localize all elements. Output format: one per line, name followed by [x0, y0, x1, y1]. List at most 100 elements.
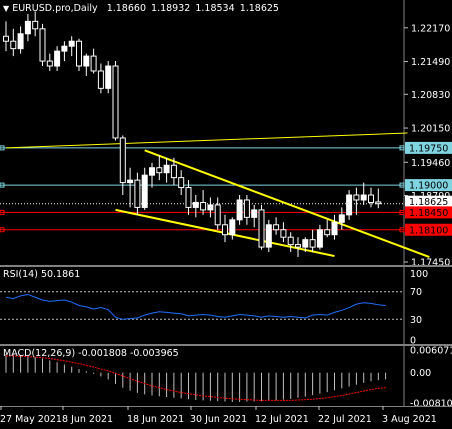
candle-bull	[141, 174, 148, 208]
low-value: 1.18534	[195, 3, 235, 14]
price-label-tag	[405, 206, 452, 219]
rsi-chart[interactable]: 70 30 0 100	[0, 267, 452, 347]
price-tick-label: 1.22170	[411, 23, 450, 34]
candle-bull	[105, 65, 112, 89]
pane-divider[interactable]	[0, 265, 452, 267]
price-label-text: 1.19000	[409, 181, 448, 192]
candle-bear	[309, 239, 316, 248]
time-axis-label: 22 Jul 2021	[318, 414, 372, 425]
pane-divider[interactable]	[0, 344, 452, 346]
price-tick-label: 1.19460	[411, 158, 450, 169]
candle-bear	[32, 20, 39, 30]
price-label-text: 1.18625	[409, 197, 448, 208]
price-tick-label: 1.20150	[411, 124, 450, 135]
candle-bull	[338, 214, 345, 223]
candle-bear	[287, 236, 294, 246]
close-value: 1.18625	[239, 3, 279, 14]
candle-bear	[112, 65, 119, 139]
candle-bull	[236, 199, 243, 221]
time-axis-label: 12 Jul 2021	[255, 414, 309, 425]
level-anchor-handle	[399, 227, 405, 233]
candle-bear	[10, 40, 17, 50]
price-label-tag	[405, 223, 452, 236]
triangle-icon: ▼	[3, 4, 10, 13]
time-axis-label: 3 Aug 2021	[382, 414, 437, 425]
candle-bear	[222, 224, 228, 236]
candle-bear	[273, 224, 280, 231]
candle-bull	[163, 164, 170, 174]
symbol-label: EURUSD.pro,Daily	[12, 3, 98, 14]
time-axis-label: 18 Jun 2021	[127, 414, 184, 425]
price-tick-label: 1.20830	[411, 90, 450, 101]
candle-bull	[331, 221, 338, 236]
macd-title: MACD(12,26,9) -0.001808 -0.003965	[3, 348, 179, 359]
price-chart[interactable]: 1.221701.214901.208301.201501.194601.187…	[0, 0, 452, 269]
rsi-axis-label: 70	[410, 287, 422, 298]
level-anchor-handle	[399, 145, 405, 151]
candle-bull	[346, 194, 353, 216]
candle-bear	[214, 204, 221, 226]
rsi-axis-label: 30	[410, 315, 422, 326]
price-tick-label: 1.21490	[411, 57, 450, 68]
level-anchor-handle	[399, 182, 405, 188]
time-axis-label: 30 Jun 2021	[190, 414, 247, 425]
candle-bull	[229, 219, 236, 236]
candle-bull	[207, 204, 214, 211]
time-axis: 27 May 2021 8 Jun 2021 18 Jun 2021 30 Jun 2…	[0, 406, 452, 425]
price-label-text: 1.18450	[409, 208, 448, 219]
candle-bear	[156, 167, 163, 174]
candle-bull	[61, 45, 68, 52]
candle-bull	[68, 40, 75, 47]
candle-bull	[24, 20, 31, 35]
rsi-line	[5, 293, 386, 320]
high-value: 1.18932	[151, 3, 191, 14]
candle-bear	[46, 60, 53, 67]
candle-bull	[127, 179, 134, 184]
macd-axis-label: 0.00	[410, 368, 431, 379]
candle-bear	[178, 177, 185, 189]
long-trendline	[5, 132, 408, 149]
macd-chart[interactable]: 0.006071 0.00 -0.008101	[0, 346, 452, 410]
candle-bear	[97, 70, 104, 89]
candle-bear	[243, 199, 250, 218]
level-anchor-handle	[399, 209, 405, 215]
candle-bear	[76, 40, 82, 67]
candle-bull	[83, 55, 90, 67]
candle-bull	[251, 209, 258, 218]
price-tick-label: 1.17450	[411, 258, 450, 266]
level-anchor-handle	[0, 145, 5, 151]
channel-trendline	[144, 149, 430, 258]
candle-bull	[54, 50, 61, 67]
candle-bear	[200, 201, 207, 211]
candle-bear	[368, 194, 374, 203]
candle-bear	[3, 35, 9, 42]
level-anchor-handle	[0, 227, 5, 233]
candle-bear	[258, 209, 265, 248]
candle-bull	[265, 224, 272, 248]
candle-bear	[295, 244, 301, 248]
candle-bull	[302, 239, 309, 248]
candle-bull	[17, 33, 24, 50]
price-chart-pane[interactable]: 1.221701.214901.208301.201501.194601.187…	[0, 0, 452, 269]
rsi-axis-top-label: 100	[410, 269, 428, 280]
macd-axis-label: -0.008101	[410, 399, 452, 407]
rsi-pane[interactable]: 70 30 0 100 RSI(14) 50.1861	[0, 267, 452, 347]
candle-bear	[353, 194, 360, 201]
rsi-axis-label: 0	[410, 336, 416, 345]
macd-axis-label: 0.006071	[410, 346, 452, 357]
rsi-title: RSI(14) 50.1861	[3, 269, 81, 280]
time-axis-label: 27 May 2021	[0, 414, 62, 425]
level-anchor-handle	[0, 209, 5, 215]
price-label-text: 1.19750	[409, 143, 448, 154]
candle-bear	[90, 55, 97, 72]
candle-bear	[185, 187, 192, 208]
candle-bear	[119, 137, 126, 184]
macd-pane[interactable]: 0.006071 0.00 -0.008101 MACD(12,26,9) -0.0…	[0, 346, 452, 410]
level-anchor-handle	[0, 182, 5, 188]
price-label-tag	[405, 141, 452, 154]
candle-bear	[375, 201, 382, 205]
price-label-text: 1.18100	[409, 225, 448, 236]
candle-bear	[170, 164, 177, 179]
candle-bull	[192, 201, 199, 208]
macd-signal-line	[6, 355, 386, 401]
